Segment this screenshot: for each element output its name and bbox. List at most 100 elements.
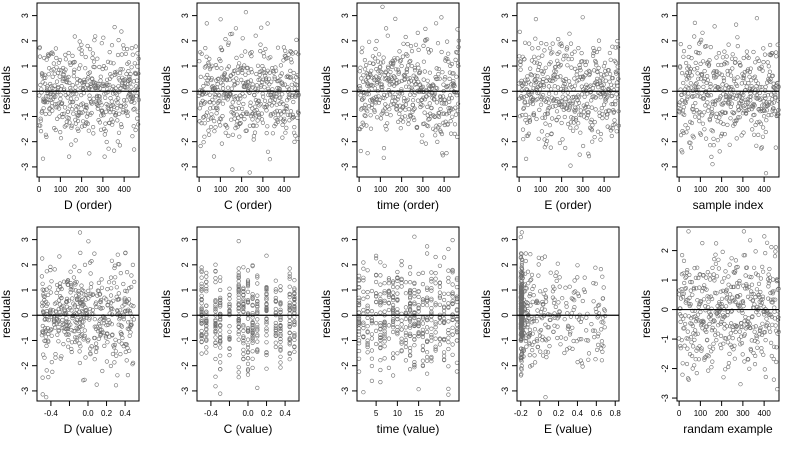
- data-point: [753, 78, 759, 83]
- data-point: [745, 325, 750, 330]
- data-point: [425, 317, 430, 322]
- data-point: [218, 298, 223, 303]
- data-point: [559, 120, 564, 126]
- data-point: [101, 35, 106, 40]
- data-point: [202, 134, 207, 139]
- data-point: [250, 106, 255, 111]
- data-point: [557, 284, 562, 289]
- data-point: [710, 162, 715, 167]
- data-point: [420, 299, 426, 304]
- data-point: [361, 334, 366, 339]
- data-point: [58, 96, 63, 102]
- data-point: [748, 66, 753, 71]
- data-point: [365, 330, 370, 335]
- data-point: [701, 96, 706, 101]
- data-point: [429, 276, 434, 282]
- data-point: [755, 345, 760, 350]
- data-point: [615, 64, 620, 69]
- data-point: [106, 299, 111, 305]
- data-point: [374, 38, 379, 44]
- data-point: [576, 121, 581, 126]
- data-point: [199, 351, 204, 356]
- data-point: [236, 290, 241, 295]
- data-point: [387, 107, 392, 112]
- data-point: [704, 80, 709, 85]
- data-point: [773, 145, 778, 150]
- data-point: [109, 258, 114, 263]
- data-point: [744, 49, 750, 54]
- data-point: [772, 85, 777, 91]
- data-point: [86, 296, 91, 301]
- data-point: [250, 323, 255, 328]
- data-point: [429, 286, 434, 291]
- data-point: [40, 256, 45, 261]
- data-point: [84, 308, 89, 313]
- data-point: [693, 100, 698, 106]
- data-point: [390, 95, 396, 100]
- x-tick-label: 400: [757, 409, 771, 418]
- data-point: [236, 295, 241, 300]
- data-point: [129, 322, 134, 327]
- data-point: [204, 317, 209, 322]
- data-point: [768, 79, 773, 84]
- data-point: [78, 250, 83, 255]
- data-point: [108, 60, 113, 65]
- data-point: [233, 26, 238, 31]
- data-point: [116, 322, 121, 327]
- data-point: [222, 76, 227, 81]
- data-point: [716, 266, 722, 271]
- data-point: [241, 302, 246, 307]
- data-point: [264, 340, 269, 345]
- data-point: [444, 85, 450, 90]
- data-point: [723, 110, 729, 115]
- data-point: [395, 269, 400, 275]
- data-point: [54, 79, 60, 84]
- data-point: [719, 346, 724, 351]
- data-point: [750, 314, 755, 319]
- data-point: [63, 320, 68, 325]
- data-point: [446, 331, 451, 336]
- data-point: [768, 92, 774, 97]
- data-point: [752, 74, 758, 79]
- data-point: [395, 56, 400, 61]
- data-point: [403, 305, 409, 310]
- data-point: [91, 312, 96, 317]
- data-point: [528, 66, 533, 71]
- data-point: [95, 329, 101, 334]
- data-point: [73, 138, 78, 143]
- data-point: [399, 336, 404, 341]
- data-point: [687, 44, 692, 50]
- data-point: [68, 99, 73, 104]
- data-point: [599, 342, 605, 347]
- data-point: [691, 135, 696, 140]
- data-point: [589, 322, 594, 327]
- data-point: [425, 371, 430, 376]
- data-point: [605, 124, 610, 129]
- data-point: [420, 363, 426, 369]
- data-point: [598, 131, 604, 137]
- data-point: [454, 327, 460, 332]
- data-point: [110, 119, 115, 124]
- data-point: [89, 110, 94, 116]
- data-point: [517, 29, 522, 35]
- data-point: [250, 349, 255, 354]
- data-point: [242, 94, 247, 99]
- y-tick-label: 2: [500, 38, 510, 43]
- data-point: [396, 119, 401, 124]
- data-point: [78, 63, 83, 68]
- data-point: [359, 124, 364, 130]
- data-point: [521, 137, 526, 142]
- data-point: [255, 347, 260, 352]
- data-point: [52, 90, 58, 95]
- data-point: [213, 262, 218, 267]
- data-point: [236, 275, 241, 281]
- data-point: [199, 319, 204, 324]
- data-point: [369, 318, 375, 323]
- data-point: [77, 230, 83, 235]
- data-point: [79, 42, 84, 47]
- data-point: [114, 92, 119, 97]
- data-point: [432, 91, 438, 96]
- data-point: [709, 106, 715, 111]
- data-point: [45, 100, 50, 105]
- data-point: [280, 135, 285, 140]
